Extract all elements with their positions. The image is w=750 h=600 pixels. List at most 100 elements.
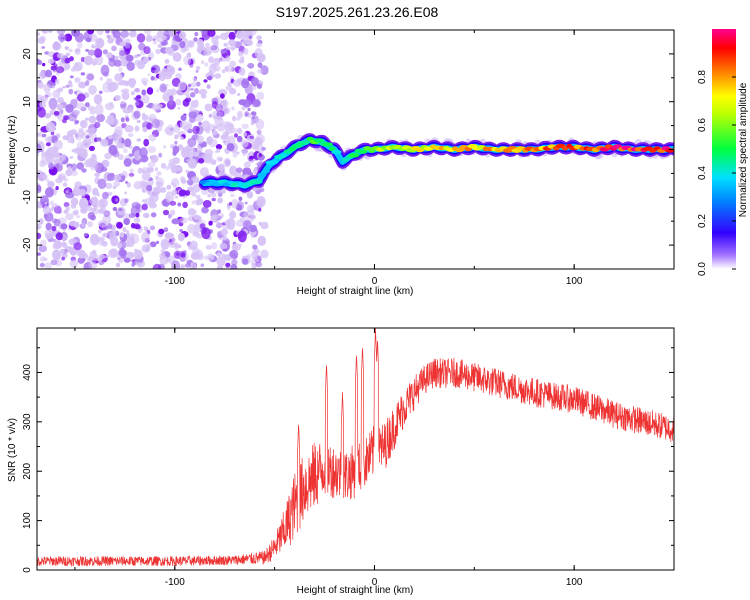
noise-blob	[167, 213, 172, 219]
noise-blob	[250, 77, 259, 87]
colorbar-ticks: 0.0 0.2 0.4 0.6 0.8	[697, 70, 736, 276]
noise-blob	[137, 167, 143, 174]
noise-blob	[190, 88, 194, 91]
noise-blob	[115, 262, 121, 268]
noise-blob	[157, 43, 163, 49]
noise-blob	[260, 65, 269, 75]
noise-blob	[170, 164, 178, 174]
noise-blob	[190, 191, 197, 197]
noise-blob	[37, 132, 41, 137]
noise-blob	[83, 232, 88, 237]
noise-blob	[184, 263, 191, 268]
ridge-core	[358, 149, 368, 154]
noise-blob	[41, 133, 47, 138]
noise-blob	[257, 62, 263, 68]
noise-blob	[99, 76, 103, 81]
noise-blob	[98, 236, 105, 242]
noise-blob	[94, 121, 101, 129]
noise-blob	[136, 94, 142, 99]
colorbar-tick-label: 0.2	[697, 214, 708, 228]
noise-blob	[260, 221, 269, 230]
noise-blob	[92, 207, 100, 215]
noise-blob	[201, 206, 209, 214]
ridge-core	[252, 179, 263, 184]
noise-blob	[261, 147, 267, 151]
noise-blob	[171, 260, 181, 269]
noise-blob	[179, 41, 186, 49]
noise-blob	[154, 167, 159, 172]
noise-blob	[242, 48, 249, 55]
noise-blob	[64, 57, 71, 64]
noise-blob	[195, 69, 199, 73]
snr-y-tick-label: 100	[22, 512, 33, 529]
noise-blob	[198, 113, 202, 117]
spectrogram-y-tick-label: 10	[22, 96, 33, 108]
noise-blob	[146, 243, 152, 249]
noise-blob	[125, 54, 134, 62]
figure-title: S197.2025.261.23.26.E08	[276, 4, 439, 20]
noise-blob	[160, 162, 167, 169]
noise-blob	[135, 101, 140, 106]
noise-blob	[86, 37, 92, 43]
noise-blob	[137, 60, 145, 70]
noise-blob	[40, 239, 47, 247]
noise-blob	[221, 189, 226, 194]
noise-blob	[85, 80, 90, 86]
spectrogram-x-tick-label: 100	[566, 276, 583, 287]
noise-blob	[247, 62, 255, 69]
noise-blob	[203, 155, 213, 163]
noise-blob	[223, 49, 228, 54]
noise-blob	[44, 262, 52, 269]
noise-blob	[188, 111, 198, 119]
noise-blob	[258, 208, 262, 212]
noise-blob	[151, 118, 160, 129]
spectrogram-x-tick-label: -100	[165, 276, 185, 287]
noise-blob	[119, 232, 125, 238]
noise-blob	[258, 197, 266, 205]
noise-blob	[96, 192, 100, 197]
noise-blob	[39, 160, 46, 168]
noise-blob	[196, 198, 204, 205]
noise-blob	[205, 42, 210, 48]
noise-blob	[53, 111, 60, 116]
noise-blob	[48, 162, 54, 170]
noise-blob	[52, 203, 58, 208]
spectrogram-x-label: Height of straight line (km)	[297, 286, 414, 297]
noise-blob	[258, 153, 262, 157]
noise-blob	[98, 90, 103, 95]
noise-blob	[37, 94, 43, 101]
noise-blob	[88, 84, 97, 95]
noise-blob	[101, 240, 106, 245]
noise-blob	[141, 186, 147, 193]
noise-blob	[96, 137, 102, 142]
noise-blob	[45, 187, 54, 198]
noise-blob	[179, 120, 188, 129]
noise-blob	[98, 229, 102, 233]
noise-blob	[176, 166, 183, 172]
noise-blob	[237, 93, 241, 96]
ridge-core	[331, 149, 342, 155]
noise-blob	[171, 189, 177, 196]
noise-blob	[207, 75, 213, 81]
noise-blob	[107, 223, 113, 230]
noise-blob	[201, 120, 211, 132]
noise-blob	[220, 93, 225, 99]
noise-blob	[76, 162, 85, 170]
noise-blob	[57, 96, 64, 104]
noise-blob	[102, 49, 108, 55]
noise-blob	[57, 87, 64, 93]
noise-blob	[177, 81, 187, 91]
noise-blob	[38, 218, 44, 225]
noise-blob	[101, 191, 109, 200]
noise-blob	[130, 91, 135, 96]
noise-blob	[124, 138, 132, 148]
noise-blob	[52, 89, 61, 99]
noise-blob	[135, 225, 141, 230]
spectrogram-y-label: Frequency (Hz)	[7, 116, 18, 185]
noise-blob	[55, 177, 64, 184]
noise-blob	[70, 197, 79, 206]
noise-blob	[113, 134, 123, 145]
noise-blob	[79, 188, 86, 197]
noise-blob	[44, 91, 52, 98]
